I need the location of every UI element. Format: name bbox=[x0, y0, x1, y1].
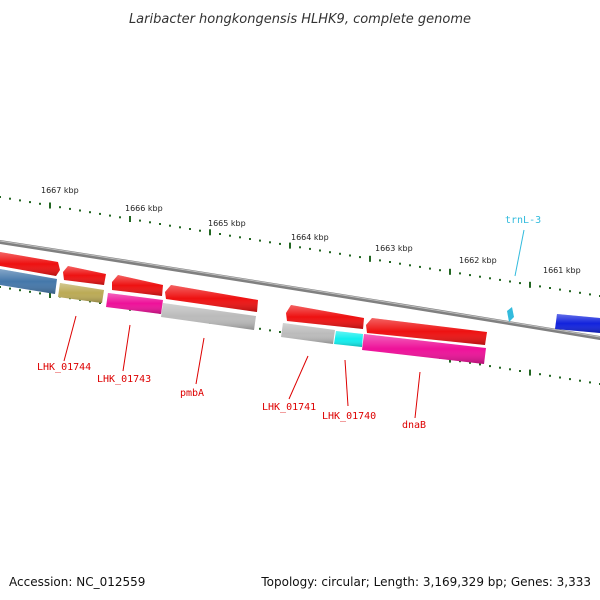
leader-line bbox=[344, 359, 349, 407]
leader-line bbox=[414, 371, 421, 419]
gene-label[interactable]: LHK_01740 bbox=[322, 411, 376, 422]
accession-text: Accession: NC_012559 bbox=[9, 575, 145, 589]
leader-line bbox=[514, 229, 525, 277]
gene-block-shade bbox=[161, 303, 256, 330]
reverse-strand-genes bbox=[0, 269, 486, 364]
genome-backbone-highlight bbox=[0, 240, 600, 338]
kbp-label: 1665 kbp bbox=[208, 219, 246, 228]
gene-arrow-shade bbox=[0, 252, 60, 276]
trna-marker[interactable] bbox=[507, 307, 514, 322]
kbp-label: 1667 kbp bbox=[41, 186, 79, 195]
gene-block-shade bbox=[281, 323, 335, 344]
kbp-labels: 1667 kbp 1666 kbp 1665 kbp 1664 kbp 1663… bbox=[41, 186, 581, 275]
gene-label[interactable]: pmbA bbox=[180, 388, 204, 399]
gene-label[interactable]: LHK_01741 bbox=[262, 402, 316, 413]
gene-block-shade bbox=[362, 334, 486, 364]
gene-block-shade bbox=[555, 314, 600, 333]
gene-arrow-shade bbox=[286, 305, 364, 329]
gene-arrow-shade bbox=[112, 275, 163, 296]
kbp-label: 1661 kbp bbox=[543, 266, 581, 275]
forward-strand-genes bbox=[0, 252, 487, 345]
gene-block-shade bbox=[58, 283, 104, 303]
gene-labels: LHK_01744 LHK_01743 pmbA LHK_01741 LHK_0… bbox=[37, 215, 541, 431]
upper-tick-marks bbox=[0, 196, 600, 297]
label-leader-lines bbox=[63, 229, 525, 419]
leader-line bbox=[288, 355, 309, 400]
genome-backbone bbox=[0, 240, 600, 340]
gene-block-shade bbox=[334, 331, 363, 347]
gene-label[interactable]: trnL-3 bbox=[505, 215, 541, 226]
gene-label[interactable]: dnaB bbox=[402, 420, 426, 431]
leader-line bbox=[195, 337, 205, 385]
gene-label[interactable]: LHK_01743 bbox=[97, 374, 151, 385]
gene-block-shade bbox=[0, 269, 57, 294]
map-title: Laribacter hongkongensis HLHK9, complete… bbox=[129, 12, 471, 27]
kbp-label: 1662 kbp bbox=[459, 256, 497, 265]
gene-block-shade bbox=[106, 293, 163, 314]
gene-arrow-shade bbox=[165, 285, 258, 312]
genome-summary-text: Topology: circular; Length: 3,169,329 bp… bbox=[260, 575, 591, 589]
gene-arrow-shade bbox=[366, 318, 487, 345]
gene-label[interactable]: LHK_01744 bbox=[37, 362, 91, 373]
leader-line bbox=[63, 315, 77, 362]
leader-line bbox=[122, 324, 131, 372]
kbp-label: 1663 kbp bbox=[375, 244, 413, 253]
kbp-label: 1664 kbp bbox=[291, 233, 329, 242]
kbp-label: 1666 kbp bbox=[125, 204, 163, 213]
gene-arrow-shade bbox=[63, 266, 106, 285]
